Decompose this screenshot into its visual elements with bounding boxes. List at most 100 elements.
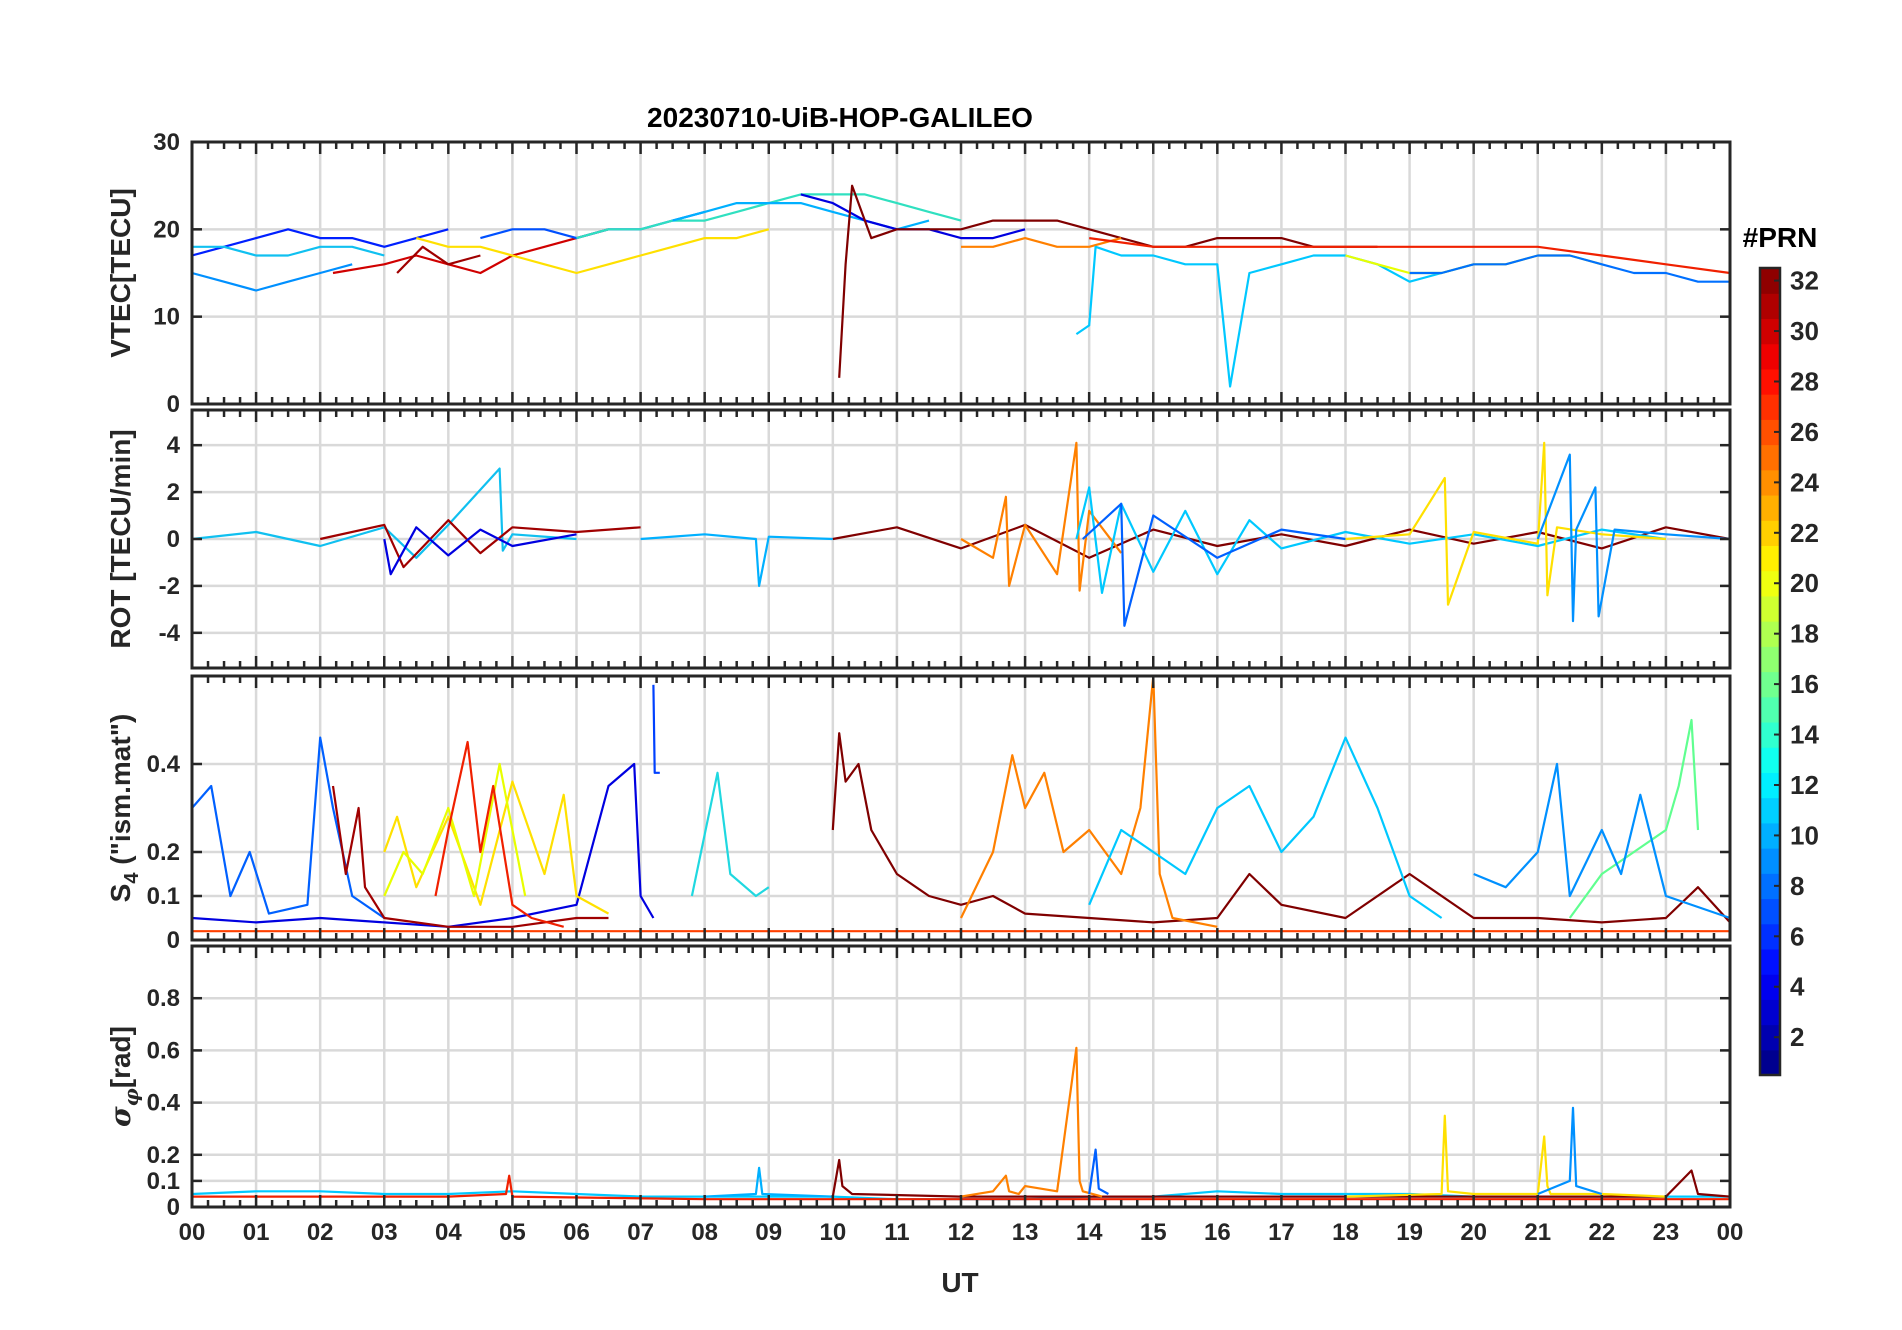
y-tick-label: 4: [167, 432, 181, 459]
series-line-prn-7: [1088, 1148, 1109, 1195]
colorbar-swatch: [1760, 394, 1780, 420]
series-line-prn-13: [690, 771, 770, 898]
colorbar-swatch: [1760, 646, 1780, 673]
y-tick-label: 30: [153, 129, 180, 156]
colorbar-tick-label: 18: [1790, 619, 1819, 649]
x-tick-label: 08: [691, 1219, 718, 1246]
colorbar-swatch: [1760, 999, 1780, 1026]
colorbar-tick-label: 4: [1790, 972, 1805, 1002]
colorbar-tick-label: 2: [1790, 1022, 1804, 1052]
colorbar-tick-label: 8: [1790, 871, 1804, 901]
series-line-prn-9: [1473, 762, 1730, 920]
colorbar-swatch: [1760, 898, 1780, 925]
series-line-prn-4: [383, 526, 577, 576]
panel-4: 00.10.2 0.4 0.6 0.8σφ[rad]: [104, 944, 1732, 1221]
series-line-prn-31: [331, 785, 609, 928]
y-tick-label: 0.4: [147, 1090, 181, 1117]
y-tick-label: 0.2: [147, 1142, 180, 1169]
x-tick-label: 00: [1717, 1219, 1744, 1246]
x-tick-label: 16: [1204, 1219, 1231, 1246]
colorbar-swatch: [1760, 419, 1780, 446]
colorbar-swatch: [1760, 923, 1780, 950]
series-line-prn-19: [383, 762, 527, 898]
y-tick-label: 0.6: [147, 1037, 180, 1064]
x-tick-label: 21: [1524, 1219, 1551, 1246]
series-line-prn-20: [383, 780, 610, 915]
colorbar-swatch: [1760, 570, 1780, 597]
colorbar-swatch: [1760, 848, 1780, 874]
series-line-prn-24: [960, 1046, 1103, 1198]
colorbar-swatch: [1760, 721, 1780, 748]
x-tick-label: 01: [243, 1219, 270, 1246]
series-line-prn-9: [1536, 453, 1730, 623]
x-tick-label: 20: [1460, 1219, 1487, 1246]
colorbar-swatch: [1760, 545, 1780, 572]
panel-2: -4 -2 0 2 4 ROT [TECU/min]: [105, 408, 1732, 670]
series-group: [192, 676, 1730, 933]
colorbar-swatch: [1760, 368, 1780, 395]
colorbar-frame: [1758, 266, 1782, 1077]
colorbar-tick-label: 6: [1790, 921, 1804, 951]
y-tick-label: 0: [167, 927, 180, 954]
panel-3: 0 0.1 0.2 0.4S4 ("ism.mat"): [105, 674, 1732, 954]
series-line-prn-32: [831, 732, 1730, 924]
colorbar-swatch: [1760, 343, 1780, 370]
series-line-prn-11: [1075, 245, 1474, 388]
colorbar-tick-label: 24: [1790, 467, 1819, 497]
x-tick-label: 14: [1076, 1219, 1103, 1246]
series-line-prn-29: [332, 228, 609, 275]
x-tick-label: 22: [1588, 1219, 1615, 1246]
y-axis-label: ROT [TECU/min]: [105, 429, 136, 648]
series-line-prn-4: [192, 762, 655, 928]
y-axis-label: σφ[rad]: [104, 1026, 143, 1127]
y-tick-label: 0.1: [147, 883, 180, 910]
series-line-prn-24: [960, 441, 1123, 592]
series-group: [192, 441, 1730, 627]
series-line-prn-24: [961, 237, 1122, 248]
series-line-prn-10: [640, 533, 833, 588]
colorbar-tick-label: 30: [1790, 316, 1819, 346]
colorbar-swatch: [1760, 873, 1780, 900]
colorbar-tick-label: 32: [1790, 266, 1819, 296]
y-tick-label: 0: [167, 391, 180, 418]
colorbar-tick-label: 10: [1790, 820, 1819, 850]
series-line-prn-31: [319, 519, 641, 569]
colorbar-swatch: [1760, 444, 1780, 471]
colorbar-tick-label: 22: [1790, 518, 1819, 548]
x-tick-label: 23: [1653, 1219, 1680, 1246]
x-tick-label: 17: [1268, 1219, 1295, 1246]
y-tick-label: 0.1: [147, 1168, 180, 1195]
y-tick-label: 2: [167, 479, 180, 506]
colorbar-swatch: [1760, 1024, 1780, 1051]
series-line-prn-12: [192, 245, 385, 257]
series-line-prn-32: [832, 523, 1730, 559]
colorbar-swatch: [1760, 671, 1780, 698]
colorbar-swatch: [1760, 822, 1780, 849]
y-tick-label: 0.8: [147, 985, 180, 1012]
colorbar-swatch: [1760, 621, 1780, 647]
y-tick-label: 0.2: [147, 839, 180, 866]
x-tick-label: 11: [884, 1219, 909, 1246]
series-line-prn-7: [1082, 502, 1346, 627]
x-tick-label: 12: [948, 1219, 975, 1246]
x-tick-label: 19: [1396, 1219, 1423, 1246]
colorbar-swatch: [1760, 318, 1780, 345]
colorbar-swatch: [1760, 595, 1780, 622]
colorbar-tick-label: 28: [1790, 366, 1819, 396]
x-tick-label: 18: [1332, 1219, 1359, 1246]
x-tick-label: 15: [1140, 1219, 1167, 1246]
series-line-prn-10: [704, 1166, 833, 1198]
series-line-prn-9: [192, 263, 353, 292]
x-tick-label: 04: [435, 1219, 462, 1246]
series-line-prn-32: [838, 184, 1378, 378]
y-tick-label: 20: [153, 216, 180, 243]
colorbar-tick-label: 16: [1790, 669, 1819, 699]
y-tick-label: 0.4: [147, 751, 181, 778]
colorbar-swatch: [1760, 948, 1780, 975]
y-axis-label: VTEC[TECU]: [105, 188, 136, 358]
series-line-prn-16: [1568, 718, 1700, 919]
series-line-prn-9: [1537, 1106, 1603, 1196]
colorbar-tick-label: 12: [1790, 770, 1819, 800]
